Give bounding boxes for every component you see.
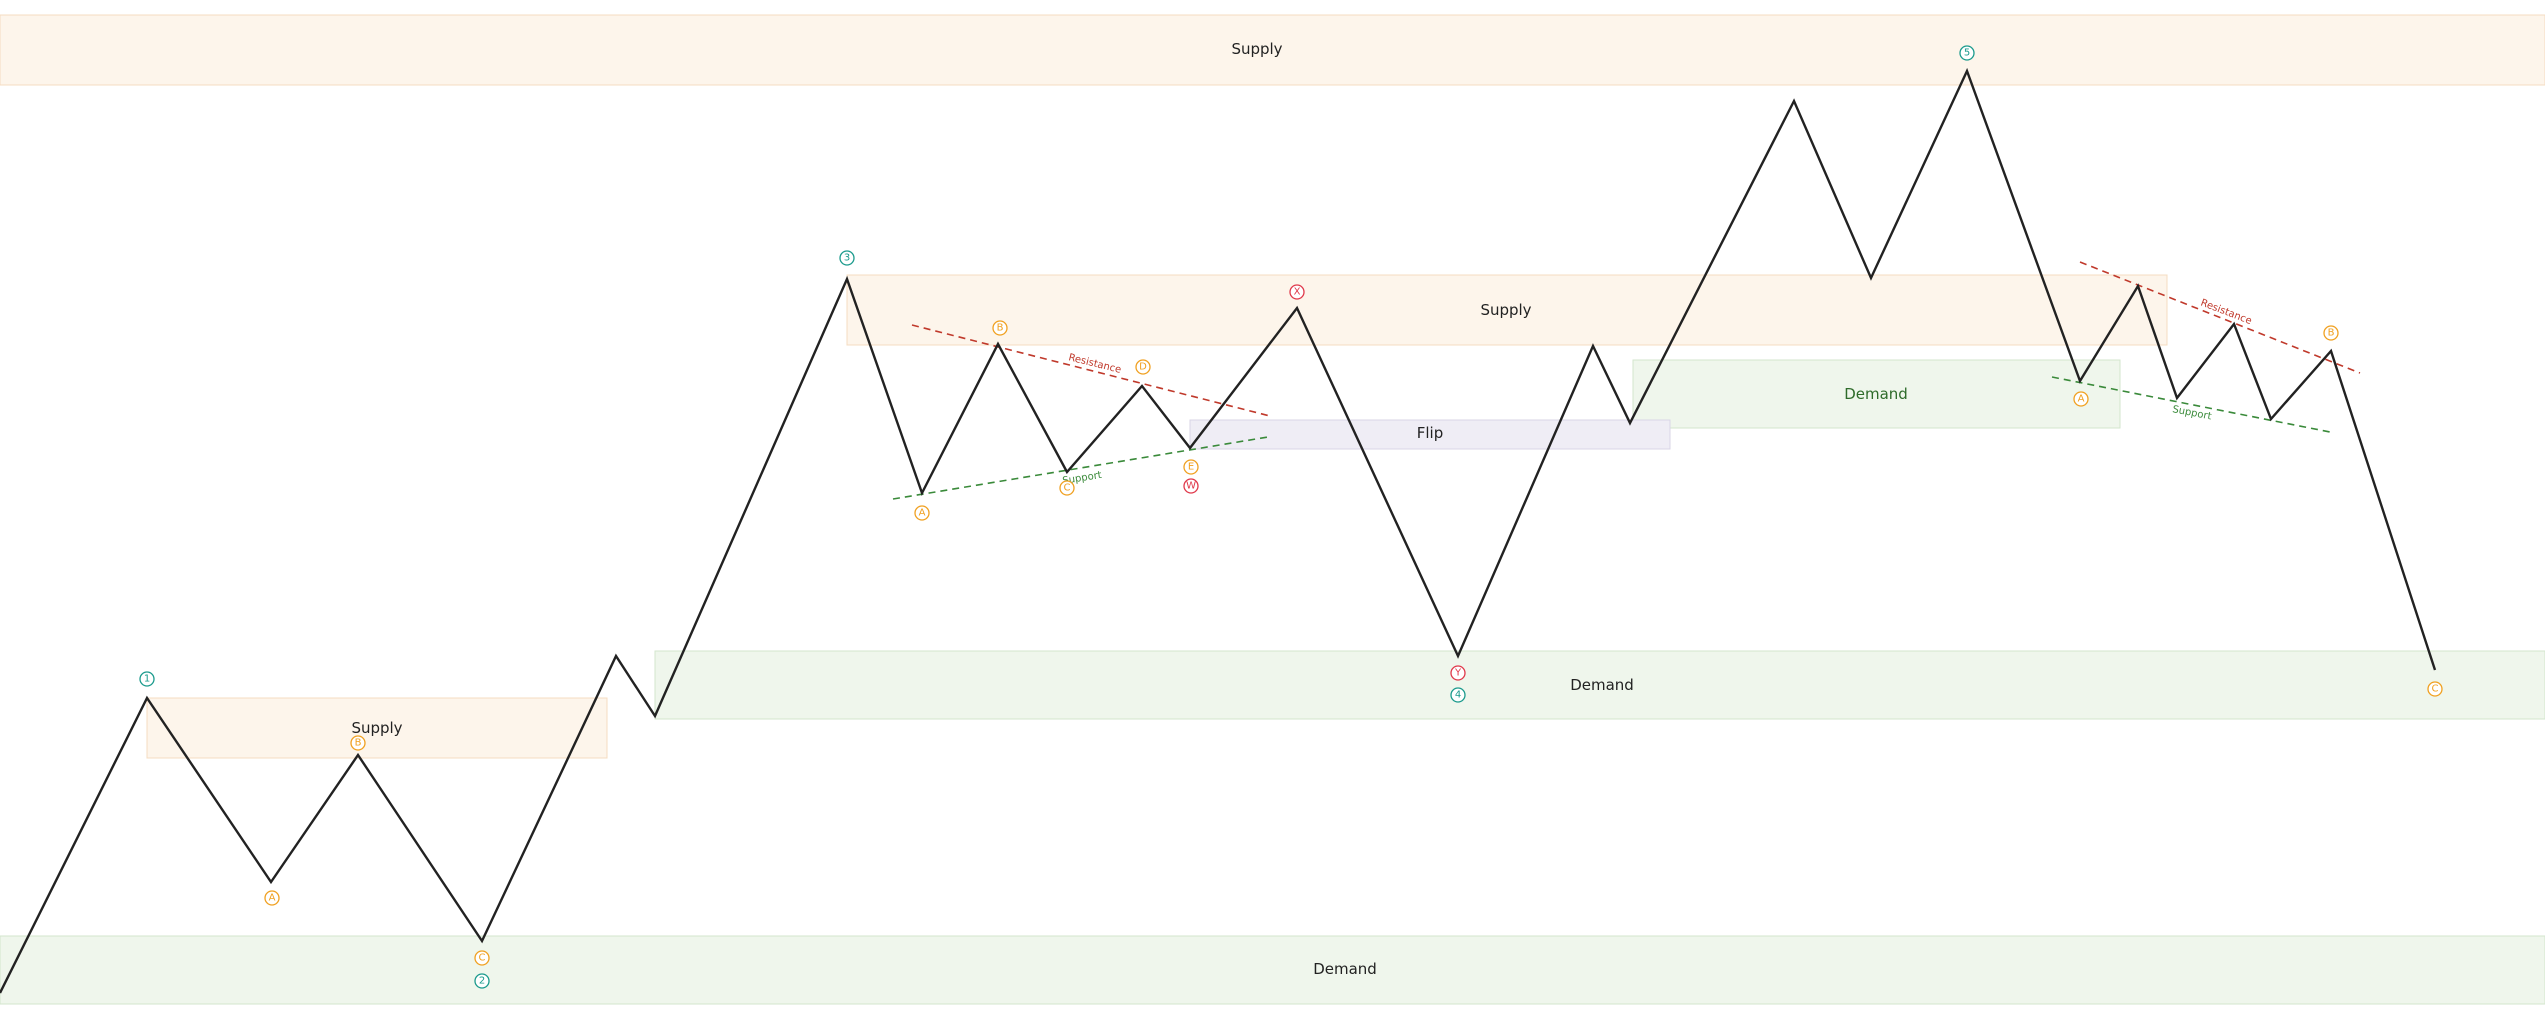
wave-3-label: 3 [844,253,850,264]
correction2-b-marker: B [2323,325,2339,341]
correction1-a-marker: A [264,890,280,906]
triangle-c-label: C [1064,483,1071,494]
correction1-c-marker: C [474,950,490,966]
wave-2-label: 2 [479,976,485,987]
supply-zone-top-label: Supply [1231,40,1282,58]
triangle-e-label: E [1188,462,1194,473]
wave-4-marker: 4 [1450,687,1466,703]
triangle-a-marker: A [914,505,930,521]
correction1-b-marker: B [350,735,366,751]
correction1-b-label: B [355,738,362,749]
zones: Supply Supply Supply Demand Demand Deman… [0,14,2545,1005]
demand-zone-middle [654,650,2545,720]
wxy-w-marker: W [1183,478,1199,494]
wxy-y-label: Y [1454,668,1462,679]
supply-zone-top [0,14,2545,86]
supply-zone-left-label: Supply [351,719,402,737]
correction2-a-marker: A [2073,391,2089,407]
wave-1-marker: 1 [139,671,155,687]
triangle-e-marker: E [1183,459,1199,475]
triangle-a-label: A [919,508,926,519]
correction1-c-label: C [479,953,486,964]
correction2-a-label: A [2078,394,2085,405]
wave-markers: 1 2 3 4 5 A B C [139,45,2443,989]
flip-zone [1189,419,1671,450]
triangle-b-label: B [997,323,1004,334]
price-path [0,67,2437,994]
triangle-support-line [892,436,1269,500]
wave-4-label: 4 [1455,690,1461,701]
wxy-x-label: X [1294,287,1301,298]
supply-zone-middle [846,274,2168,346]
correction2-c-label: C [2432,684,2439,695]
wxy-x-marker: X [1289,284,1305,300]
wave-2-marker: 2 [474,973,490,989]
correction1-a-label: A [269,893,276,904]
wave-5-marker: 5 [1959,45,1975,61]
triangle-resistance-label: Resistance [1067,352,1122,376]
triangle-resistance-line [911,324,1271,417]
demand-zone-bottom-label: Demand [1313,960,1377,978]
correction2-c-marker: C [2427,681,2443,697]
supply-zone-left [146,697,608,759]
triangle-d-marker: D [1135,359,1151,375]
triangle-b-marker: B [992,320,1008,336]
wave-1-label: 1 [144,674,150,685]
demand-zone-right [1632,359,2121,429]
wave-5-label: 5 [1964,48,1970,59]
correction2-b-label: B [2328,328,2335,339]
supply-zone-middle-label: Supply [1480,301,1531,319]
triangle-c-marker: C [1059,480,1075,496]
wave-3-marker: 3 [839,250,855,266]
demand-zone-right-label: Demand [1844,385,1908,403]
triangle-d-label: D [1139,362,1147,373]
demand-zone-middle-label: Demand [1570,676,1634,694]
flag-resistance-line [2079,261,2361,374]
demand-zone-bottom [0,935,2545,1005]
wxy-y-marker: Y [1450,665,1466,681]
wxy-w-label: W [1186,481,1196,492]
flip-zone-label: Flip [1417,424,1443,442]
